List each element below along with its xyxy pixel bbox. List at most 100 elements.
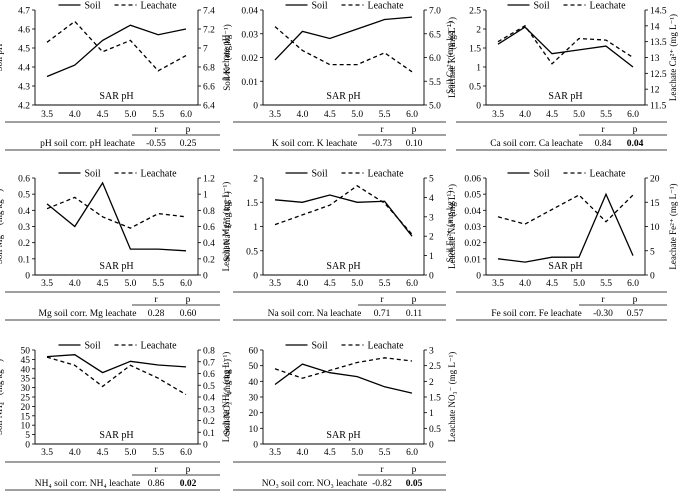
left-tick-label: 10: [249, 425, 259, 435]
x-axis-label: SAR pH: [326, 261, 360, 272]
x-tick-label: 5.5: [379, 279, 391, 289]
right-tick-label: 5.5: [429, 78, 441, 88]
right-tick-label: 11.5: [650, 102, 667, 112]
p-value: 0.04: [627, 139, 644, 149]
left-tick-label: 0.5: [246, 247, 258, 257]
y-axis-label-left: Soil pH: [0, 43, 4, 71]
left-tick-label: 50: [21, 347, 31, 357]
left-tick-label: 0: [253, 441, 258, 451]
left-tick-label: 45: [21, 356, 31, 366]
right-tick-label: 0: [203, 441, 208, 451]
legend-soil-label: Soil: [312, 1, 328, 12]
right-tick-label: 0.8: [203, 347, 215, 357]
x-tick-label: 5.0: [573, 279, 585, 289]
legend-leachate-label: Leachate: [368, 169, 405, 180]
x-tick-label: 5.5: [379, 110, 391, 120]
x-axis-label: SAR pH: [99, 91, 133, 102]
right-tick-label: 7.0: [429, 7, 441, 17]
x-tick-label: 5.0: [351, 110, 363, 120]
x-tick-label: 6.0: [180, 110, 192, 120]
right-tick-label: 1.5: [429, 394, 441, 404]
x-tick-label: 5.5: [152, 279, 164, 289]
r-header: r: [601, 125, 605, 135]
right-tick-label: 6.8: [203, 64, 215, 74]
right-tick-label: 1.2: [203, 175, 215, 185]
right-tick-label: 7.4: [203, 7, 215, 17]
right-tick-label: 0.5: [203, 382, 215, 392]
legend-soil-label: Soil: [85, 169, 101, 180]
p-header: p: [412, 125, 417, 135]
series-line-soil: [274, 16, 413, 61]
y-axis-label-left: Soil Ca²⁺ (mg kg⁻¹): [445, 21, 455, 94]
y-axis-label-right: Leachate Na⁺ (mg L⁻¹): [447, 184, 457, 269]
r-value: -0.73: [372, 139, 392, 149]
legend-soil-label: Soil: [534, 1, 550, 12]
y-axis-label-left: Soil K⁺ (mg kg⁻¹): [222, 24, 232, 90]
left-tick-label: 0: [25, 272, 30, 282]
p-header: p: [186, 465, 191, 475]
legend-leachate-label: Leachate: [590, 1, 627, 12]
stats-label: K soil corr. K leachate: [272, 139, 357, 149]
right-tick-label: 0.4: [203, 394, 215, 404]
x-tick-label: 5.5: [600, 110, 612, 120]
x-tick-label: 4.0: [69, 110, 81, 120]
x-tick-label: 5.0: [124, 448, 136, 458]
right-tick-label: 12: [650, 86, 660, 96]
legend-leachate-label: Leachate: [141, 169, 178, 180]
left-tick-label: 5: [25, 431, 30, 441]
y-axis-label-right: Leachate Mg²⁺ (mg L⁻¹): [221, 182, 231, 272]
x-tick-label: 4.0: [69, 448, 81, 458]
right-tick-label: 14.5: [650, 7, 667, 17]
x-tick-label: 4.5: [546, 279, 558, 289]
panel-fe: 0 0.01 0.02 0.03 0.04 0.05 0.06 0 5 10 15 20 3.5 4.0 4…: [445, 169, 678, 321]
x-tick-label: 4.5: [324, 448, 336, 458]
x-tick-label: 4.0: [296, 448, 308, 458]
y-axis-label-left: Soil NH₄⁺ (mg kg⁻¹): [0, 359, 4, 435]
stats-label: NO₃ soil corr. NO₃ leachate: [262, 479, 368, 489]
left-tick-label: 0.01: [241, 78, 258, 88]
left-tick-label: 10: [21, 422, 31, 432]
left-tick-label: 0: [25, 441, 30, 451]
series-line-leachate: [46, 20, 187, 72]
right-tick-label: 2.5: [429, 362, 441, 372]
stats-label: NH₄ soil corr. NH₄ leachate: [35, 479, 141, 489]
series-line-leachate: [274, 26, 413, 73]
y-axis-label-right: Leachate Fe²⁺ (mg L⁻¹): [668, 183, 678, 269]
r-value: 0.84: [595, 139, 612, 149]
x-tick-label: 3.5: [269, 448, 281, 458]
p-header: p: [186, 125, 191, 135]
series-line-soil: [46, 181, 187, 252]
right-tick-label: 5: [429, 175, 434, 185]
p-value: 0.25: [180, 139, 197, 149]
x-tick-label: 3.5: [269, 110, 281, 120]
left-tick-label: 0.06: [464, 175, 481, 185]
x-tick-label: 4.5: [97, 448, 109, 458]
x-tick-label: 6.0: [406, 448, 418, 458]
x-tick-label: 3.5: [41, 279, 53, 289]
x-tick-label: 5.0: [124, 110, 136, 120]
x-tick-label: 5.5: [379, 448, 391, 458]
left-tick-label: 15: [21, 412, 31, 422]
legend-leachate-label: Leachate: [590, 169, 627, 180]
series-line-leachate: [274, 357, 413, 379]
p-header: p: [633, 125, 638, 135]
right-tick-label: 15: [650, 199, 660, 209]
x-axis-label: SAR pH: [99, 430, 133, 441]
left-tick-label: 0.03: [464, 223, 481, 233]
left-tick-label: 0.04: [241, 7, 258, 17]
legend-soil-label: Soil: [85, 341, 101, 352]
legend-leachate-label: Leachate: [368, 341, 405, 352]
x-tick-label: 4.5: [97, 110, 109, 120]
right-tick-label: 0: [650, 272, 655, 282]
legend-leachate-label: Leachate: [368, 1, 405, 12]
legend-leachate-label: Leachate: [141, 341, 178, 352]
legend-soil-label: Soil: [85, 1, 101, 12]
panel-na: 0 0.5 1 1.5 2 0 1 2 3 4 5 3.5 4.0 4.5 5.0 5.5 6.0 SAR pH S…: [222, 169, 457, 321]
stats-label: Na soil corr. Na leachate: [268, 309, 362, 319]
y-axis-label-right: Leachate pH: [221, 34, 231, 80]
left-tick-label: 0.01: [464, 255, 481, 265]
left-tick-label: 25: [21, 394, 31, 404]
